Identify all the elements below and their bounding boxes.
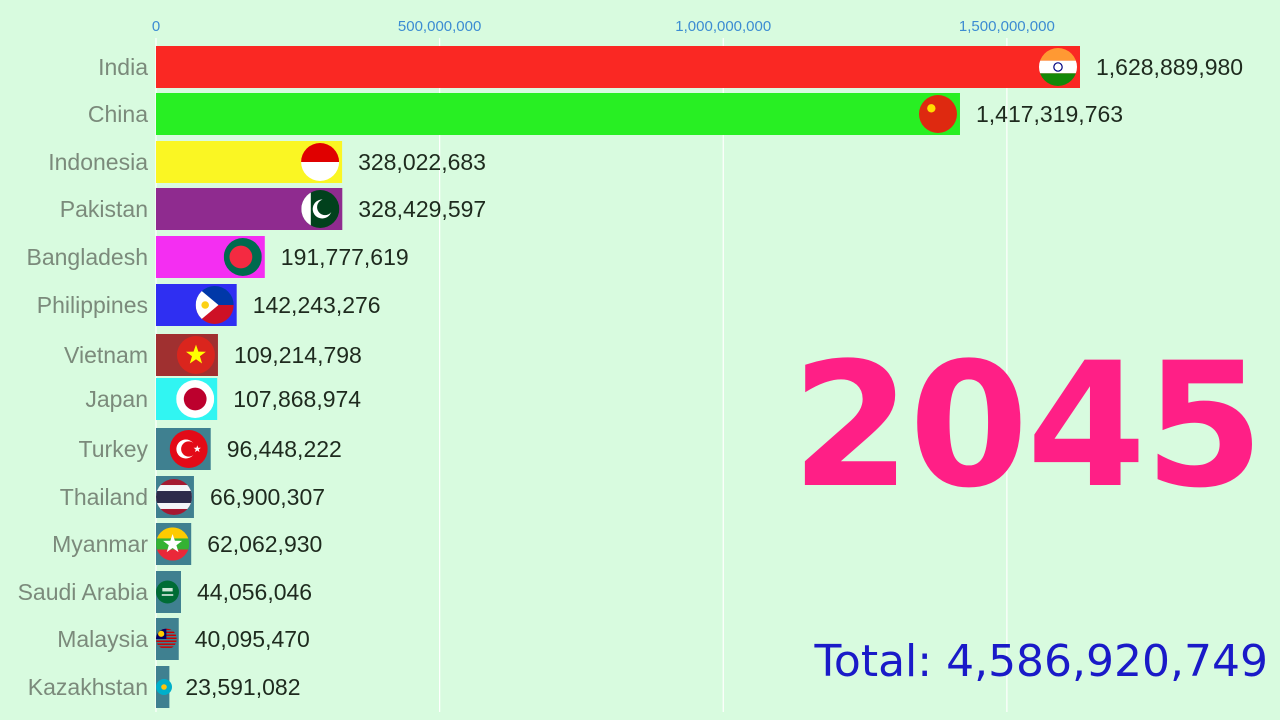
bar-row-indonesia: Indonesia 328,022,683 xyxy=(48,141,486,183)
country-label: Myanmar xyxy=(52,531,148,557)
bar-row-saudi-arabia: Saudi Arabia 44,056,046 xyxy=(18,571,312,613)
value-label: 62,062,930 xyxy=(207,531,322,557)
x-tick-label: 500,000,000 xyxy=(398,18,481,35)
bar-row-kazakhstan: Kazakhstan 23,591,082 xyxy=(28,666,301,708)
value-label: 66,900,307 xyxy=(210,484,325,510)
country-label: Japan xyxy=(85,386,148,412)
saudi-arabia-flag-icon xyxy=(156,580,179,604)
malaysia-flag-icon xyxy=(156,628,177,648)
value-label: 191,777,619 xyxy=(281,244,409,270)
x-tick-label: 0 xyxy=(152,18,160,35)
japan-flag-icon xyxy=(176,380,215,418)
bar xyxy=(156,46,1080,88)
total-label: Total: 4,586,920,749 xyxy=(814,636,1268,687)
country-label: Kazakhstan xyxy=(28,674,148,700)
country-label: Malaysia xyxy=(57,626,148,652)
country-label: Turkey xyxy=(79,436,149,462)
country-label: Philippines xyxy=(37,292,148,318)
bangladesh-flag-icon xyxy=(223,238,262,276)
value-label: 44,056,046 xyxy=(197,579,312,605)
x-axis-ticks: 0 500,000,000 1,000,000,000 1,500,000,000 xyxy=(152,18,1055,35)
value-label: 1,417,319,763 xyxy=(976,101,1123,127)
india-flag-icon xyxy=(1039,48,1077,86)
country-label: Pakistan xyxy=(60,196,148,222)
philippines-flag-icon xyxy=(195,286,234,324)
value-label: 23,591,082 xyxy=(185,674,300,700)
country-label: Indonesia xyxy=(48,149,148,175)
value-label: 107,868,974 xyxy=(233,386,361,412)
value-label: 1,628,889,980 xyxy=(1096,54,1243,80)
vietnam-flag-icon xyxy=(176,336,215,374)
bar-row-pakistan: Pakistan 328,429,597 xyxy=(60,188,486,230)
value-label: 328,429,597 xyxy=(358,196,486,222)
myanmar-flag-icon xyxy=(156,527,190,561)
bars: India 1,628,889,980 China 1,417,319,763 Indo… xyxy=(18,46,1243,708)
country-label: Vietnam xyxy=(64,342,148,368)
bar-row-thailand: Thailand 66,900,307 xyxy=(60,476,325,518)
country-label: Saudi Arabia xyxy=(18,579,149,605)
country-label: Bangladesh xyxy=(27,244,149,270)
country-label: Thailand xyxy=(60,484,148,510)
indonesia-flag-icon xyxy=(301,143,340,181)
bar-row-bangladesh: Bangladesh 191,777,619 xyxy=(27,236,409,278)
year-label: 2045 xyxy=(791,325,1264,526)
bar xyxy=(156,93,960,135)
x-tick-label: 1,500,000,000 xyxy=(959,18,1055,35)
china-flag-icon xyxy=(918,95,957,133)
kazakhstan-flag-icon xyxy=(156,679,172,695)
bar-row-philippines: Philippines 142,243,276 xyxy=(37,284,381,326)
pakistan-flag-icon xyxy=(301,190,340,228)
value-label: 142,243,276 xyxy=(253,292,381,318)
country-label: India xyxy=(98,54,148,80)
value-label: 328,022,683 xyxy=(358,149,486,175)
country-label: China xyxy=(88,101,148,127)
bar-row-vietnam: Vietnam 109,214,798 xyxy=(64,334,362,376)
thailand-flag-icon xyxy=(156,479,192,515)
bar-row-china: China 1,417,319,763 xyxy=(88,93,1123,135)
bar-row-turkey: Turkey 96,448,222 xyxy=(79,428,342,470)
x-tick-label: 1,000,000,000 xyxy=(675,18,771,35)
value-label: 96,448,222 xyxy=(227,436,342,462)
bar-row-malaysia: Malaysia 40,095,470 xyxy=(57,618,310,660)
bar-row-india: India 1,628,889,980 xyxy=(98,46,1243,88)
turkey-flag-icon xyxy=(169,430,208,468)
value-label: 40,095,470 xyxy=(195,626,310,652)
value-label: 109,214,798 xyxy=(234,342,362,368)
bar-row-japan: Japan 107,868,974 xyxy=(85,378,361,420)
bar-row-myanmar: Myanmar 62,062,930 xyxy=(52,523,322,565)
